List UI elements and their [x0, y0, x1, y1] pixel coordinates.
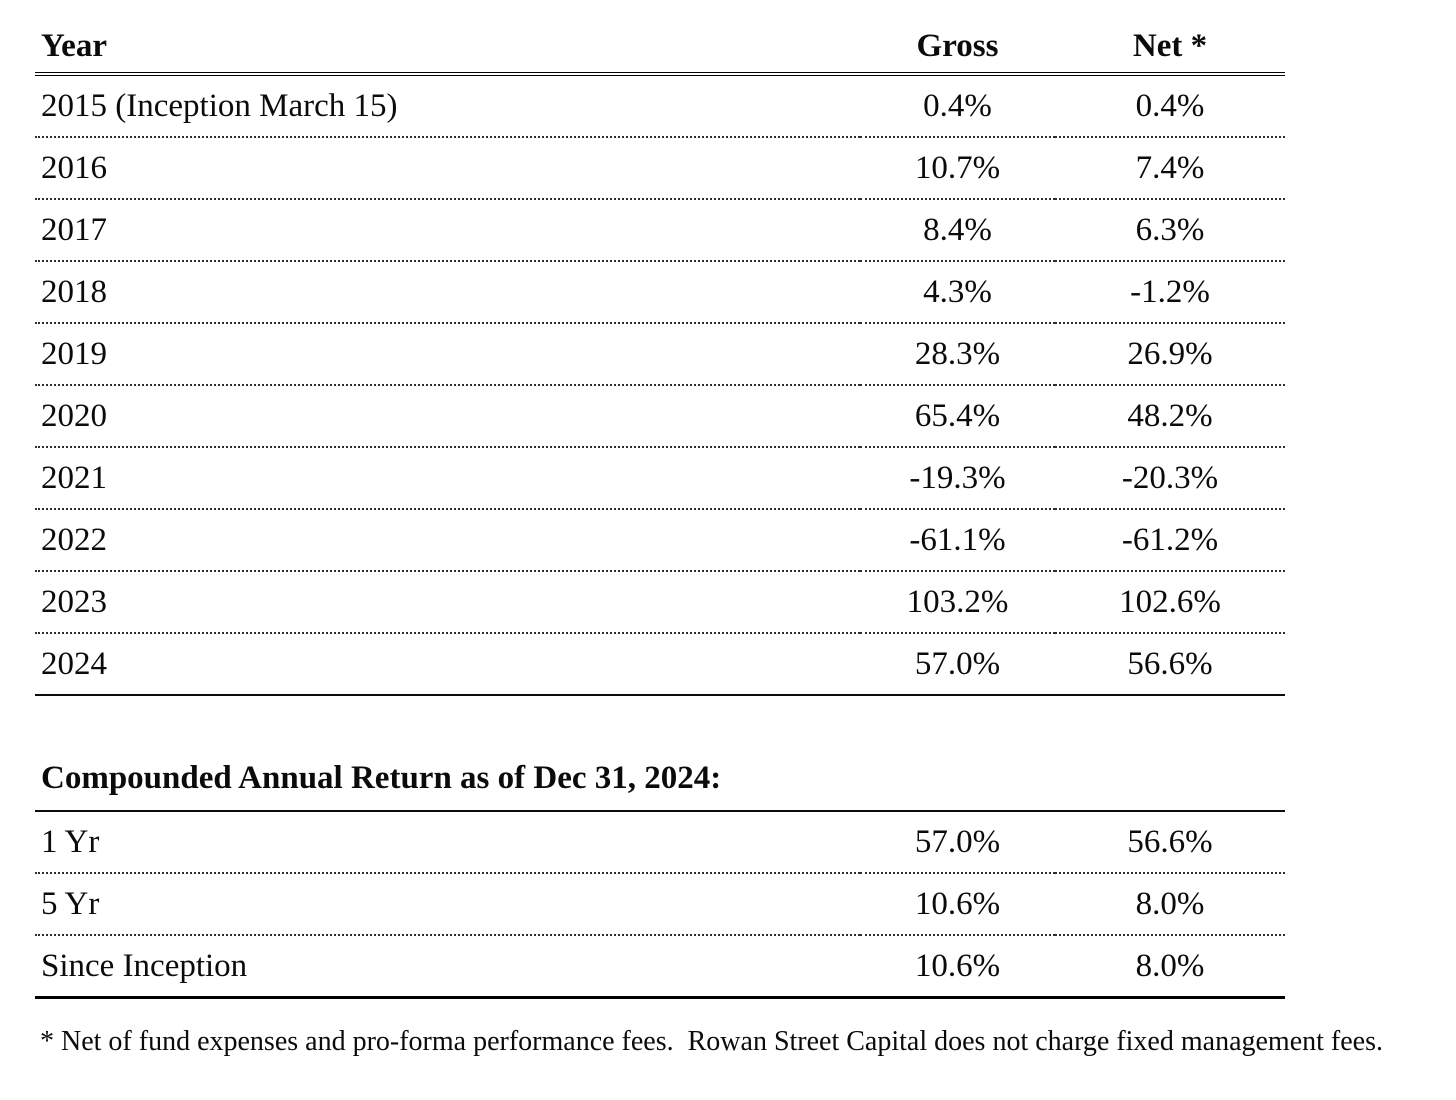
year-cell: 2015 (Inception March 15) [41, 87, 398, 124]
net-cell: 56.6% [1127, 645, 1213, 682]
table-row: 2024 57.0% 56.6% [35, 633, 1285, 695]
net-cell: 7.4% [1135, 149, 1205, 186]
year-cell: 2023 [41, 583, 107, 620]
gross-cell: 10.7% [914, 149, 1001, 186]
year-cell: 2020 [41, 397, 107, 434]
gross-cell: 0.4% [923, 87, 992, 124]
table-row: 5 Yr 10.6% 8.0% [35, 873, 1285, 935]
content-area: Year Gross Net * 2015 (Inception March 1… [35, 20, 1383, 1057]
gross-cell: 10.6% [914, 885, 1001, 922]
net-cell: 56.6% [1127, 823, 1213, 860]
net-cell: 6.3% [1135, 211, 1205, 248]
period-cell: Since Inception [41, 947, 248, 984]
table-row: 2018 4.3% -1.2% [35, 261, 1285, 323]
gross-cell: 4.3% [923, 273, 992, 310]
gross-cell: 103.2% [906, 583, 1009, 620]
footnote: * Net of fund expenses and pro-forma per… [40, 1026, 1383, 1057]
gross-cell: -61.1% [909, 521, 1006, 558]
table-row: 2023 103.2% 102.6% [35, 571, 1285, 633]
table-row: 2019 28.3% 26.9% [35, 323, 1285, 385]
net-cell: 48.2% [1127, 397, 1213, 434]
net-cell: -20.3% [1121, 459, 1219, 496]
table-header-row: Year Gross Net * [35, 20, 1285, 76]
table-row: 2017 8.4% 6.3% [35, 199, 1285, 261]
net-cell: -61.2% [1121, 521, 1219, 558]
net-cell: 26.9% [1127, 335, 1213, 372]
year-cell: 2016 [41, 149, 107, 186]
net-column-header: Net * [1055, 20, 1285, 76]
year-cell: 2019 [41, 335, 107, 372]
period-cell: 5 Yr [41, 885, 100, 922]
net-cell: 0.4% [1135, 87, 1205, 124]
net-cell: -1.2% [1130, 273, 1210, 310]
year-cell: 2017 [41, 211, 107, 248]
year-cell: 2022 [41, 521, 107, 558]
year-column-header: Year [35, 20, 860, 76]
gross-cell: 28.3% [914, 335, 1001, 372]
year-cell: 2021 [41, 459, 107, 496]
gross-cell: 8.4% [923, 211, 992, 248]
gross-cell: 57.0% [914, 823, 1001, 860]
table-row: 1 Yr 57.0% 56.6% [35, 812, 1285, 873]
annual-returns-table: Year Gross Net * 2015 (Inception March 1… [35, 20, 1285, 696]
period-cell: 1 Yr [41, 823, 100, 860]
gross-cell: 10.6% [914, 947, 1001, 984]
table-row: 2015 (Inception March 15) 0.4% 0.4% [35, 74, 1285, 137]
table-row: 2021 -19.3% -20.3% [35, 447, 1285, 509]
table-row: 2022 -61.1% -61.2% [35, 509, 1285, 571]
table-row: Since Inception 10.6% 8.0% [35, 935, 1285, 998]
table-row: 2020 65.4% 48.2% [35, 385, 1285, 447]
net-cell: 8.0% [1135, 947, 1205, 984]
year-cell: 2018 [41, 273, 107, 310]
year-cell: 2024 [41, 645, 107, 682]
net-cell: 102.6% [1119, 583, 1221, 620]
gross-cell: 65.4% [914, 397, 1001, 434]
net-cell: 8.0% [1135, 885, 1205, 922]
compounded-return-table: 1 Yr 57.0% 56.6% 5 Yr 10.6% 8.0% Since I… [35, 812, 1285, 999]
gross-cell: -19.3% [909, 459, 1006, 496]
table-row: 2016 10.7% 7.4% [35, 137, 1285, 199]
gross-cell: 57.0% [914, 645, 1001, 682]
compounded-return-heading: Compounded Annual Return as of Dec 31, 2… [35, 760, 1285, 812]
gross-column-header: Gross [860, 20, 1055, 76]
